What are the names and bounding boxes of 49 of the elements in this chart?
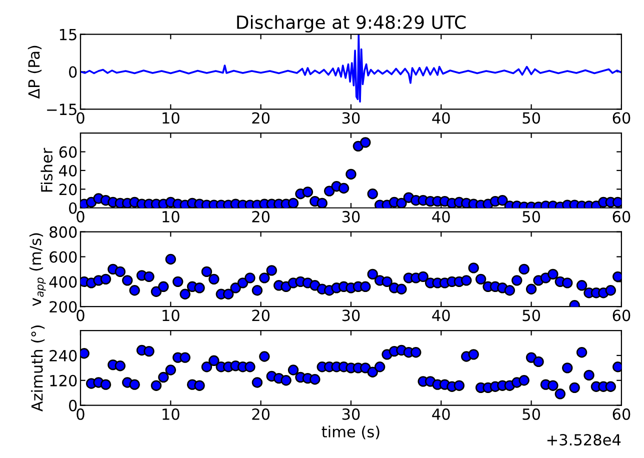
- x-tick-label: 60: [612, 210, 630, 222]
- x-tick-label: 0: [76, 210, 84, 222]
- y-tick-label: 120: [50, 374, 77, 386]
- y-tick-label: 800: [50, 226, 77, 238]
- x-tick-label: 30: [342, 112, 360, 124]
- y-tick-label: 60: [59, 146, 77, 158]
- x-tick-label: 40: [432, 112, 450, 124]
- x-tick-label: 0: [76, 408, 84, 420]
- y-tick-label: 20: [59, 184, 77, 196]
- y-axis-title: v$_{app}$ (m/s): [29, 233, 46, 306]
- y-tick-label: −15: [47, 104, 76, 116]
- x-tick-label: 40: [432, 310, 450, 322]
- y-axis-title: Fisher: [40, 148, 53, 192]
- x-tick-label: 10: [162, 408, 180, 420]
- y-axis-title: Azimuth (°): [30, 326, 45, 412]
- x-tick-label: 20: [252, 112, 270, 124]
- y-tick-label: 600: [50, 251, 77, 263]
- x-axis-title: time (s): [322, 426, 380, 440]
- x-tick-label: 60: [612, 310, 630, 322]
- y-tick-label: 0: [69, 400, 77, 412]
- y-tick-label: 240: [50, 350, 77, 362]
- chart-title: Discharge at 9:48:29 UTC: [237, 15, 466, 33]
- x-tick-label: 0: [76, 310, 84, 322]
- x-tick-label: 50: [522, 310, 540, 322]
- x-tick-label: 30: [342, 310, 360, 322]
- x-tick-label: 60: [612, 112, 630, 124]
- x-tick-label: 40: [432, 408, 450, 420]
- x-tick-label: 20: [252, 210, 270, 222]
- y-tick-label: 40: [59, 164, 77, 176]
- x-tick-label: 50: [522, 112, 540, 124]
- x-tick-label: 60: [612, 408, 630, 420]
- x-tick-label: 50: [522, 210, 540, 222]
- y-tick-label: 0: [69, 202, 77, 214]
- x-tick-label: 10: [162, 210, 180, 222]
- y-tick-label: 15: [60, 29, 76, 40]
- y-axis-title: ΔP (Pa): [28, 46, 42, 99]
- y-tick-label: 400: [49, 276, 77, 288]
- x-tick-label: 10: [162, 310, 180, 322]
- x-tick-label: 10: [162, 112, 180, 124]
- x-tick-label: 20: [252, 310, 270, 322]
- x-tick-label: 20: [252, 408, 270, 420]
- x-tick-label: 40: [432, 210, 450, 222]
- x-tick-label: 30: [342, 210, 360, 222]
- text: +3.528e4: [547, 434, 621, 446]
- y-tick-label: 200: [50, 301, 77, 313]
- x-tick-label: 50: [522, 408, 540, 420]
- x-tick-label: 0: [76, 112, 84, 124]
- y-tick-label: 0: [69, 66, 77, 78]
- x-tick-label: 30: [342, 408, 360, 420]
